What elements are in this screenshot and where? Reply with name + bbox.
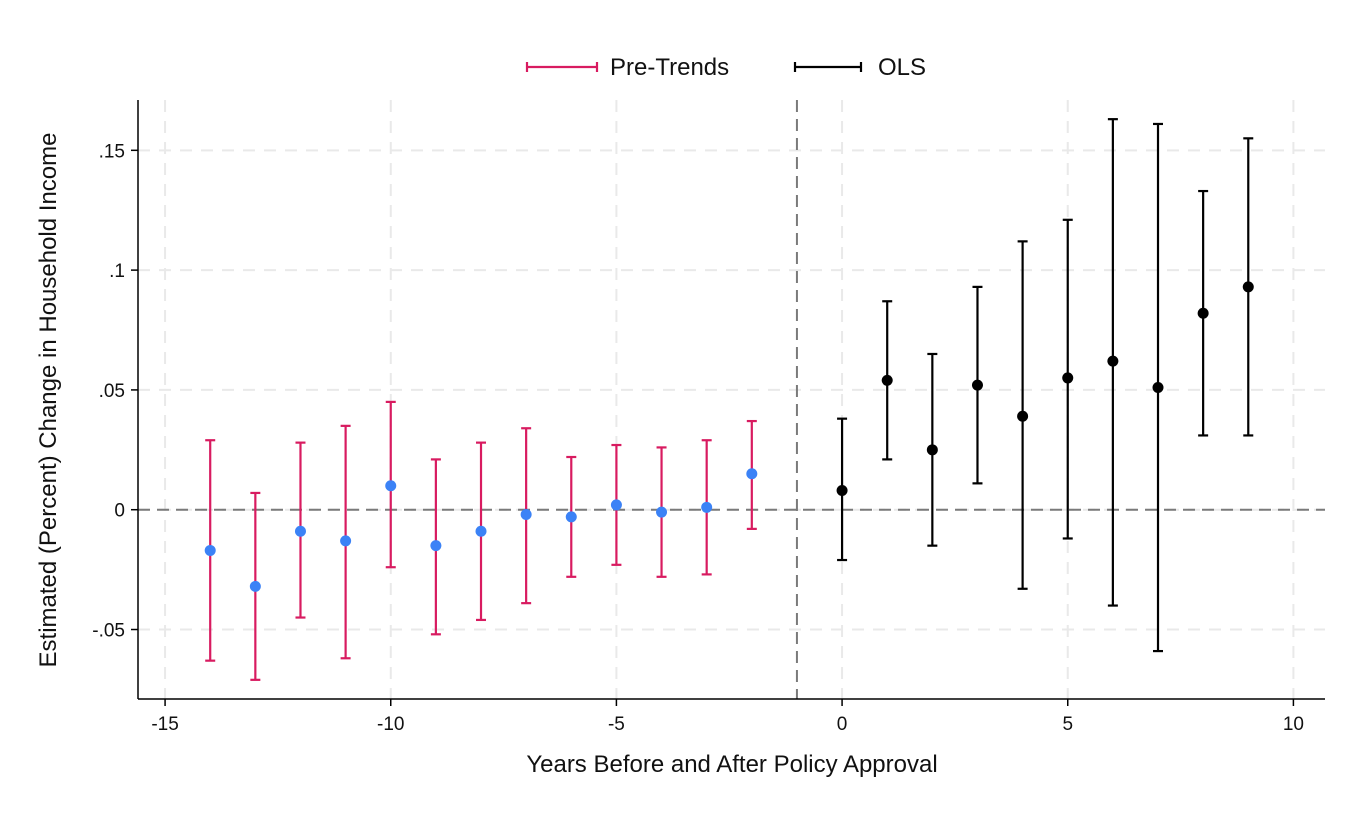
x-tick-label: 10 [1283, 714, 1304, 735]
x-tick-label: 0 [837, 714, 848, 735]
x-axis-ticks: -15 -10 -5 0 5 10 [151, 699, 1304, 735]
legend-label: Pre-Trends [610, 54, 729, 81]
estimate-point [520, 509, 532, 521]
legend-entry-pre-trends: Pre-Trends [525, 54, 729, 81]
estimate-point [1152, 382, 1164, 394]
data-marks [204, 118, 1254, 681]
estimate-point [565, 511, 577, 523]
x-tick-label: -15 [151, 714, 178, 735]
legend-label: OLS [878, 54, 926, 81]
series-ols [836, 118, 1254, 653]
y-tick-label: 0 [114, 501, 125, 522]
x-tick-label: -5 [608, 714, 625, 735]
estimate-point [746, 468, 758, 480]
x-axis-title: Years Before and After Policy Approval [526, 751, 937, 778]
x-tick-label: -10 [377, 714, 404, 735]
legend-entry-ols: OLS [793, 54, 926, 81]
reference-lines [138, 100, 1325, 699]
estimate-point [836, 485, 848, 497]
y-tick-label: .1 [109, 261, 125, 282]
estimate-point [656, 506, 668, 518]
estimate-point [294, 525, 306, 537]
series-pre-trends [204, 400, 758, 681]
x-tick-label: 5 [1062, 714, 1073, 735]
y-tick-label: .05 [99, 381, 125, 402]
estimate-point [1062, 372, 1074, 384]
estimate-point [1017, 410, 1029, 422]
estimate-point [204, 544, 216, 556]
estimate-point [340, 535, 352, 547]
estimate-point [1197, 307, 1209, 319]
estimate-point [971, 379, 983, 391]
estimate-point [1107, 355, 1119, 367]
estimate-point [475, 525, 487, 537]
y-axis-ticks: -.05 0 .05 .1 .15 [92, 141, 138, 642]
estimate-point [1242, 281, 1254, 293]
y-axis-title: Estimated (Percent) Change in Household … [35, 133, 62, 668]
estimate-point [430, 540, 442, 552]
estimate-point [881, 374, 893, 386]
legend: Pre-Trends OLS [525, 54, 926, 81]
y-tick-label: -.05 [92, 621, 125, 642]
y-tick-label: .15 [99, 141, 125, 162]
grid-lines [138, 100, 1325, 699]
estimate-point [385, 480, 397, 492]
estimate-point [249, 580, 261, 592]
estimate-point [701, 501, 713, 513]
axes [137, 100, 1325, 700]
estimate-point [926, 444, 938, 456]
estimate-point [610, 499, 622, 511]
